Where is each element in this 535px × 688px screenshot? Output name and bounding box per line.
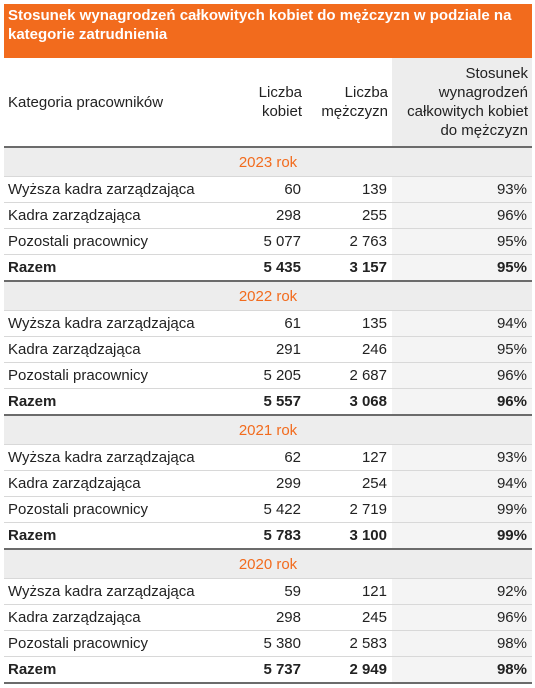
men-count-cell: 135 bbox=[306, 310, 392, 337]
ratio-cell: 96% bbox=[392, 202, 532, 229]
table-row: Kadra zarządzająca 299 254 94% bbox=[4, 470, 532, 497]
table-row: Wyższa kadra zarządzająca 62 127 93% bbox=[4, 444, 532, 471]
women-count-cell: 5 783 bbox=[214, 522, 306, 550]
men-count-cell: 2 763 bbox=[306, 228, 392, 255]
ratio-cell: 93% bbox=[392, 444, 532, 471]
women-count-cell: 5 435 bbox=[214, 254, 306, 282]
header-ratio: Stosunek wynagrodzeń całkowitych kobiet … bbox=[392, 58, 532, 148]
ratio-cell: 95% bbox=[392, 254, 532, 282]
ratio-cell: 96% bbox=[392, 388, 532, 416]
category-cell: Kadra zarządzająca bbox=[4, 470, 214, 497]
year-header-row: 2020 rok bbox=[4, 549, 532, 579]
header-row: Kategoria pracowników Liczba kobiet Licz… bbox=[4, 58, 532, 148]
header-men: Liczba mężczyzn bbox=[306, 58, 392, 148]
pay-ratio-table-container: Stosunek wynagrodzeń całkowitych kobiet … bbox=[4, 4, 532, 684]
category-cell: Wyższa kadra zarządzająca bbox=[4, 310, 214, 337]
women-count-cell: 60 bbox=[214, 176, 306, 203]
category-cell: Razem bbox=[4, 388, 214, 416]
men-count-cell: 139 bbox=[306, 176, 392, 203]
women-count-cell: 5 205 bbox=[214, 362, 306, 389]
year-header-row: 2021 rok bbox=[4, 415, 532, 445]
year-header-row: 2022 rok bbox=[4, 281, 532, 311]
category-cell: Wyższa kadra zarządzająca bbox=[4, 176, 214, 203]
total-row: Razem 5 557 3 068 96% bbox=[4, 388, 532, 416]
women-count-cell: 5 077 bbox=[214, 228, 306, 255]
women-count-cell: 62 bbox=[214, 444, 306, 471]
men-count-cell: 2 583 bbox=[306, 630, 392, 657]
ratio-cell: 94% bbox=[392, 310, 532, 337]
year-label: 2020 rok bbox=[4, 549, 532, 579]
men-count-cell: 127 bbox=[306, 444, 392, 471]
women-count-cell: 61 bbox=[214, 310, 306, 337]
men-count-cell: 3 100 bbox=[306, 522, 392, 550]
men-count-cell: 2 687 bbox=[306, 362, 392, 389]
women-count-cell: 5 380 bbox=[214, 630, 306, 657]
men-count-cell: 245 bbox=[306, 604, 392, 631]
year-label: 2023 rok bbox=[4, 147, 532, 177]
table-row: Wyższa kadra zarządzająca 59 121 92% bbox=[4, 578, 532, 605]
ratio-cell: 99% bbox=[392, 522, 532, 550]
category-cell: Pozostali pracownicy bbox=[4, 362, 214, 389]
men-count-cell: 3 068 bbox=[306, 388, 392, 416]
table-row: Pozostali pracownicy 5 077 2 763 95% bbox=[4, 228, 532, 255]
women-count-cell: 5 557 bbox=[214, 388, 306, 416]
category-cell: Pozostali pracownicy bbox=[4, 630, 214, 657]
header-category: Kategoria pracowników bbox=[4, 58, 214, 148]
men-count-cell: 254 bbox=[306, 470, 392, 497]
category-cell: Pozostali pracownicy bbox=[4, 496, 214, 523]
total-row: Razem 5 737 2 949 98% bbox=[4, 656, 532, 684]
table-row: Kadra zarządzająca 298 255 96% bbox=[4, 202, 532, 229]
table-row: Kadra zarządzająca 298 245 96% bbox=[4, 604, 532, 631]
table-title: Stosunek wynagrodzeń całkowitych kobiet … bbox=[4, 4, 532, 58]
total-row: Razem 5 783 3 100 99% bbox=[4, 522, 532, 550]
women-count-cell: 291 bbox=[214, 336, 306, 363]
table-row: Wyższa kadra zarządzająca 61 135 94% bbox=[4, 310, 532, 337]
category-cell: Wyższa kadra zarządzająca bbox=[4, 444, 214, 471]
men-count-cell: 255 bbox=[306, 202, 392, 229]
men-count-cell: 2 719 bbox=[306, 496, 392, 523]
table-row: Wyższa kadra zarządzająca 60 139 93% bbox=[4, 176, 532, 203]
pay-ratio-table: Kategoria pracowników Liczba kobiet Licz… bbox=[4, 58, 532, 684]
ratio-cell: 96% bbox=[392, 362, 532, 389]
women-count-cell: 59 bbox=[214, 578, 306, 605]
category-cell: Razem bbox=[4, 656, 214, 684]
table-row: Kadra zarządzająca 291 246 95% bbox=[4, 336, 532, 363]
table-row: Pozostali pracownicy 5 205 2 687 96% bbox=[4, 362, 532, 389]
ratio-cell: 95% bbox=[392, 336, 532, 363]
men-count-cell: 3 157 bbox=[306, 254, 392, 282]
category-cell: Wyższa kadra zarządzająca bbox=[4, 578, 214, 605]
ratio-cell: 94% bbox=[392, 470, 532, 497]
category-cell: Kadra zarządzająca bbox=[4, 336, 214, 363]
category-cell: Kadra zarządzająca bbox=[4, 604, 214, 631]
category-cell: Kadra zarządzająca bbox=[4, 202, 214, 229]
category-cell: Razem bbox=[4, 522, 214, 550]
ratio-cell: 95% bbox=[392, 228, 532, 255]
men-count-cell: 246 bbox=[306, 336, 392, 363]
category-cell: Pozostali pracownicy bbox=[4, 228, 214, 255]
header-women: Liczba kobiet bbox=[214, 58, 306, 148]
year-label: 2022 rok bbox=[4, 281, 532, 311]
women-count-cell: 299 bbox=[214, 470, 306, 497]
ratio-cell: 98% bbox=[392, 630, 532, 657]
total-row: Razem 5 435 3 157 95% bbox=[4, 254, 532, 282]
women-count-cell: 5 422 bbox=[214, 496, 306, 523]
table-row: Pozostali pracownicy 5 380 2 583 98% bbox=[4, 630, 532, 657]
ratio-cell: 92% bbox=[392, 578, 532, 605]
table-body: 2023 rok Wyższa kadra zarządzająca 60 139 93… bbox=[4, 147, 532, 684]
men-count-cell: 121 bbox=[306, 578, 392, 605]
men-count-cell: 2 949 bbox=[306, 656, 392, 684]
women-count-cell: 298 bbox=[214, 604, 306, 631]
table-row: Pozostali pracownicy 5 422 2 719 99% bbox=[4, 496, 532, 523]
ratio-cell: 93% bbox=[392, 176, 532, 203]
women-count-cell: 298 bbox=[214, 202, 306, 229]
ratio-cell: 96% bbox=[392, 604, 532, 631]
category-cell: Razem bbox=[4, 254, 214, 282]
ratio-cell: 99% bbox=[392, 496, 532, 523]
year-label: 2021 rok bbox=[4, 415, 532, 445]
women-count-cell: 5 737 bbox=[214, 656, 306, 684]
year-header-row: 2023 rok bbox=[4, 147, 532, 177]
ratio-cell: 98% bbox=[392, 656, 532, 684]
